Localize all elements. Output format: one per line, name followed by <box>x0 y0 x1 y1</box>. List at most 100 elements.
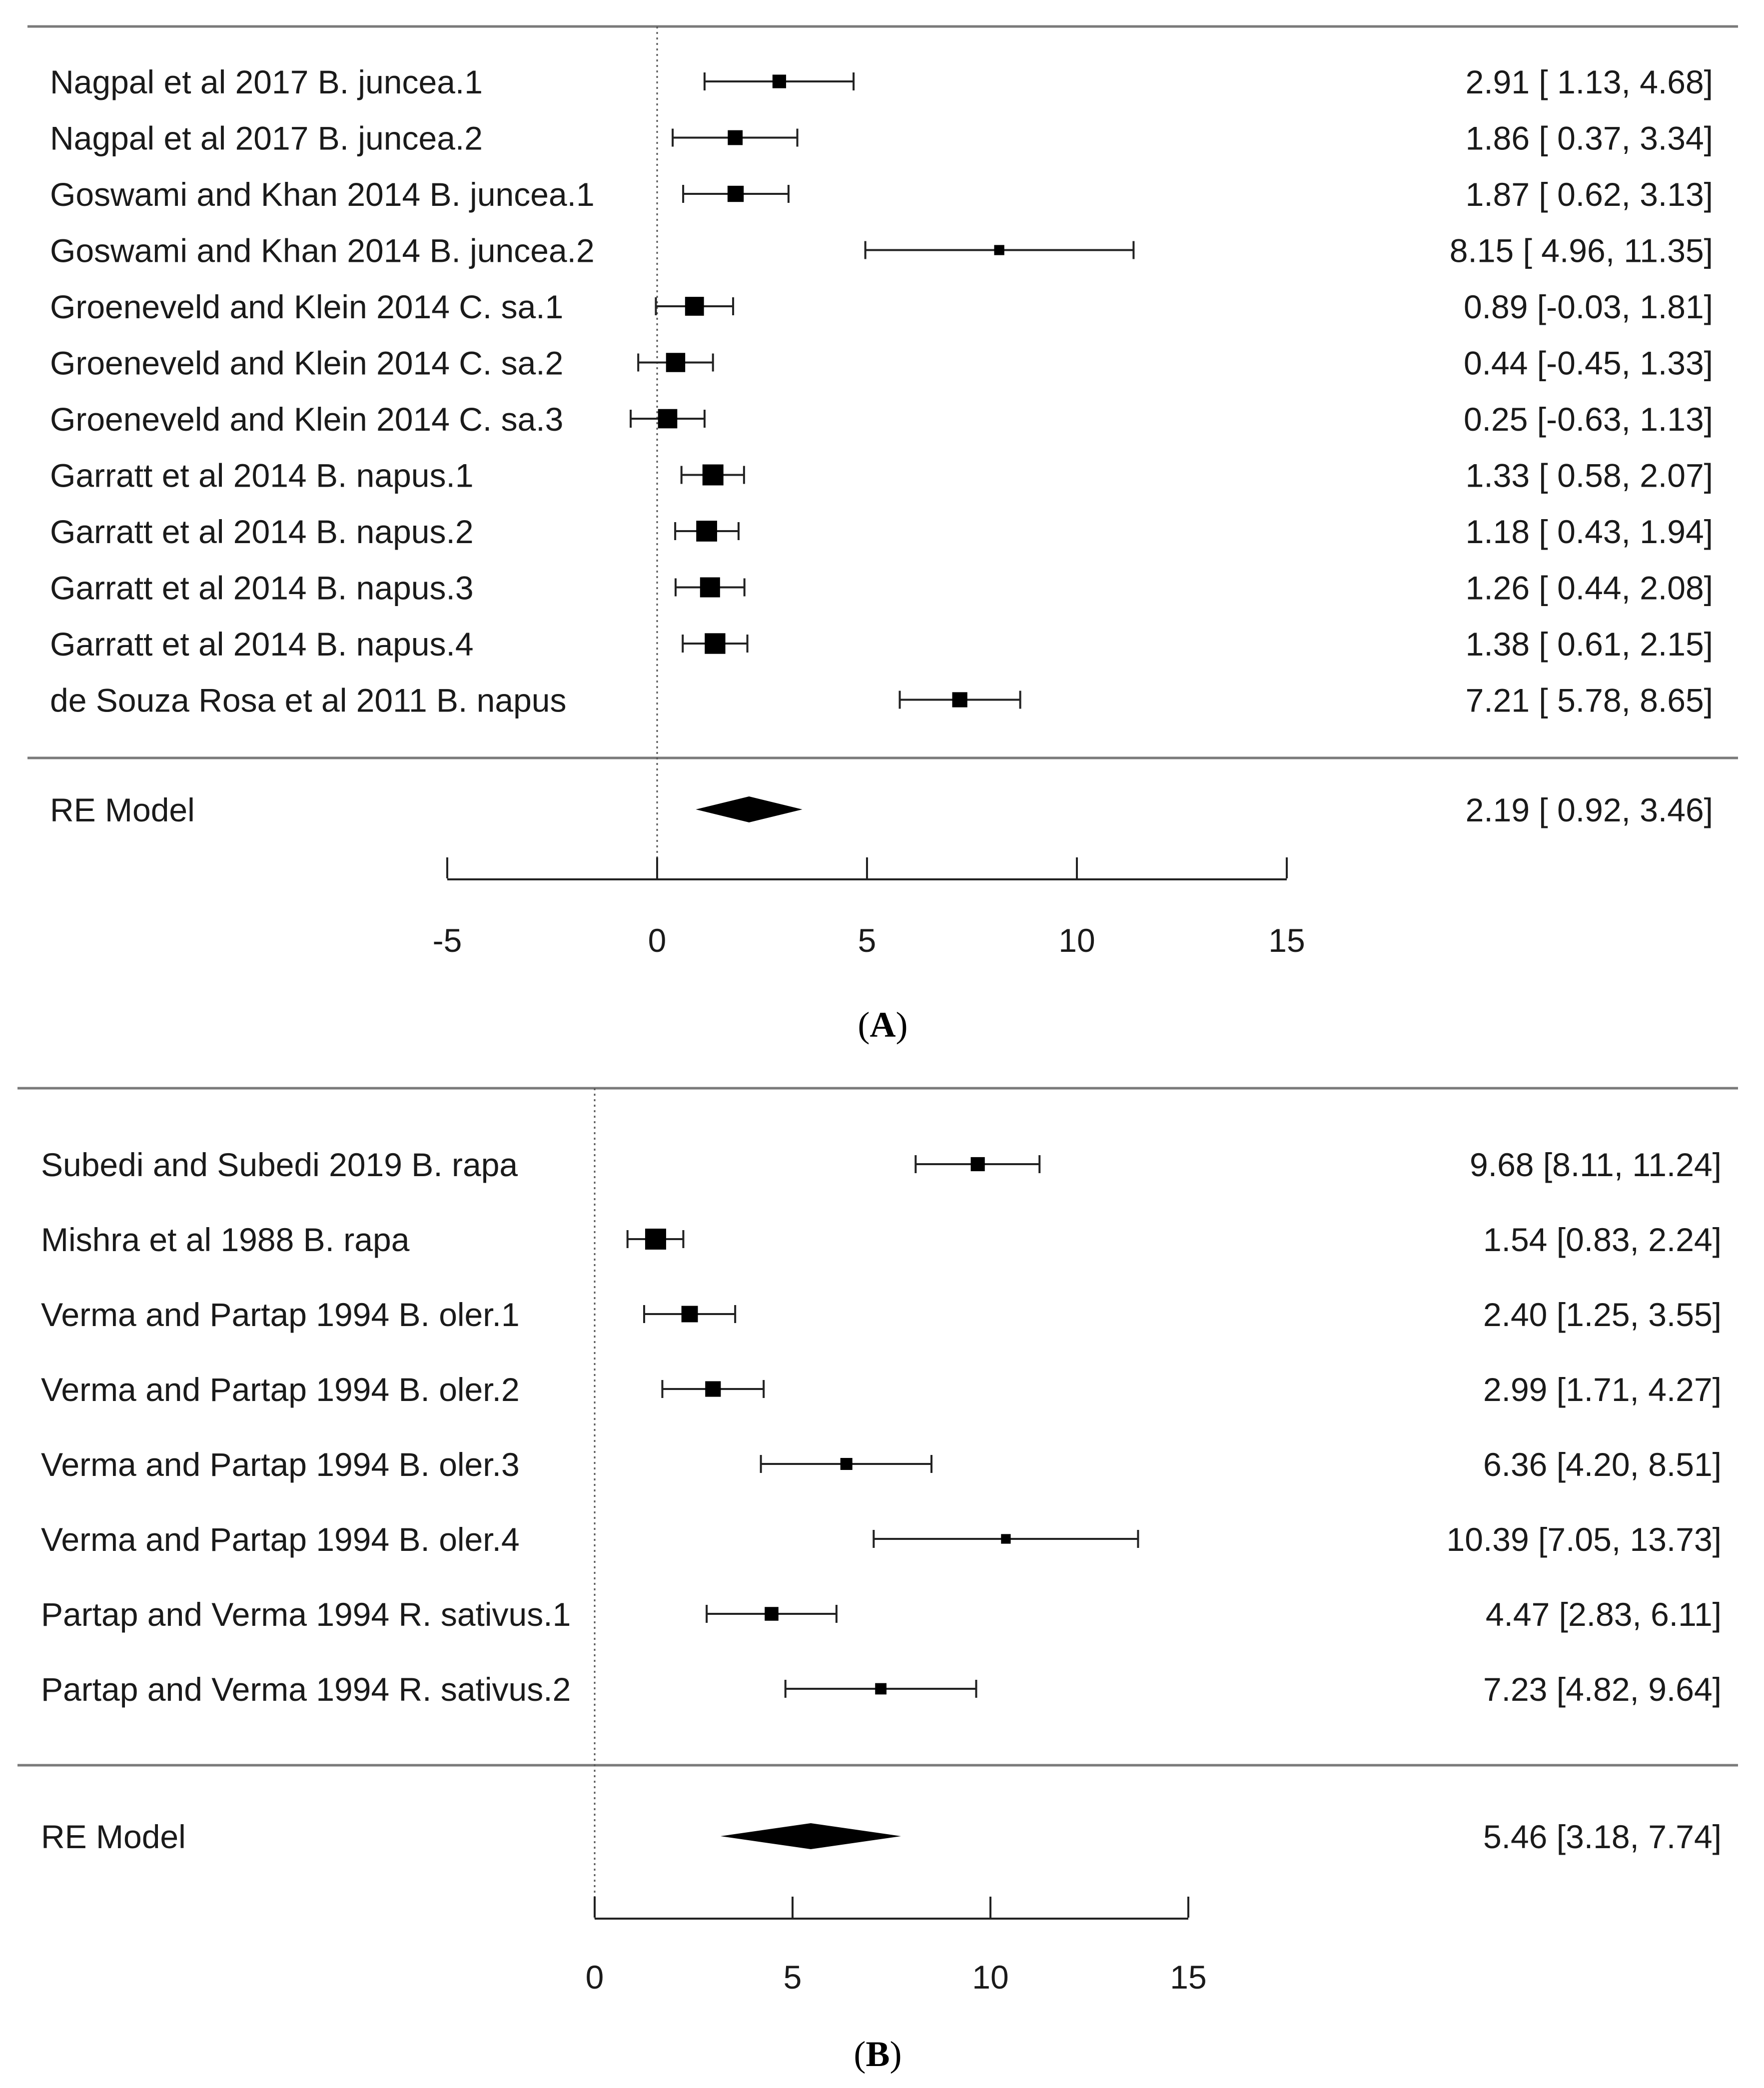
study-row: Nagpal et al 2017 B. juncea.1 2.91 [ 1.13… <box>50 63 1713 100</box>
x-axis-tick-label: 15 <box>1170 1959 1206 1996</box>
summary-row: RE Model 5.46 [3.18, 7.74] <box>41 1818 1722 1855</box>
x-axis-tick-label: -5 <box>433 922 462 959</box>
panel-caption-open: ( <box>858 1005 870 1045</box>
effect-size-marker <box>658 409 678 429</box>
summary-row: RE Model 2.19 [ 0.92, 3.46] <box>50 791 1713 828</box>
study-row: Garratt et al 2014 B. napus.2 1.18 [ 0.43… <box>50 513 1713 550</box>
effect-size-marker <box>727 185 744 202</box>
x-axis-tick-label: 5 <box>784 1959 802 1996</box>
panel-caption: (B) <box>854 2034 902 2074</box>
study-estimate-ci-text: 10.39 [7.05, 13.73] <box>1447 1521 1722 1558</box>
study-label: Partap and Verma 1994 R. sativus.1 <box>41 1596 571 1633</box>
study-row: Partap and Verma 1994 R. sativus.1 4.47 [… <box>41 1596 1722 1633</box>
study-row: Goswami and Khan 2014 B. juncea.2 8.15 [ … <box>50 232 1713 269</box>
study-estimate-ci-text: 1.26 [ 0.44, 2.08] <box>1466 570 1713 607</box>
study-row: Nagpal et al 2017 B. juncea.2 1.86 [ 0.37… <box>50 120 1713 157</box>
study-label: Garratt et al 2014 B. napus.3 <box>50 570 474 607</box>
effect-size-marker <box>728 130 743 145</box>
study-row: Mishra et al 1988 B. rapa 1.54 [0.83, 2.2… <box>41 1221 1722 1258</box>
summary-label: RE Model <box>50 791 195 828</box>
study-label: Nagpal et al 2017 B. juncea.1 <box>50 63 483 100</box>
x-axis-tick-label: 0 <box>648 922 667 959</box>
study-row: Verma and Partap 1994 B. oler.2 2.99 [1.7… <box>41 1371 1722 1408</box>
study-label: Groeneveld and Klein 2014 C. sa.1 <box>50 288 563 325</box>
effect-size-marker <box>685 297 704 316</box>
study-label: Mishra et al 1988 B. rapa <box>41 1221 410 1258</box>
study-label: Verma and Partap 1994 B. oler.1 <box>41 1296 520 1333</box>
study-estimate-ci-text: 7.23 [4.82, 9.64] <box>1483 1671 1722 1708</box>
study-row: Verma and Partap 1994 B. oler.4 10.39 [7.… <box>41 1521 1722 1558</box>
effect-size-marker <box>840 1457 853 1470</box>
effect-size-marker <box>970 1157 985 1172</box>
study-estimate-ci-text: 1.86 [ 0.37, 3.34] <box>1466 120 1713 157</box>
panel-caption-open: ( <box>854 2034 866 2074</box>
study-estimate-ci-text: 6.36 [4.20, 8.51] <box>1483 1446 1722 1483</box>
study-row: Garratt et al 2014 B. napus.1 1.33 [ 0.58… <box>50 457 1713 494</box>
x-axis: -5 0 5 10 15 <box>433 857 1305 959</box>
effect-size-marker <box>681 1306 698 1323</box>
study-label: Goswami and Khan 2014 B. juncea.1 <box>50 176 595 213</box>
x-axis-tick-label: 10 <box>1058 922 1095 959</box>
study-estimate-ci-text: 1.87 [ 0.62, 3.13] <box>1466 176 1713 213</box>
study-row: Verma and Partap 1994 B. oler.1 2.40 [1.2… <box>41 1296 1722 1333</box>
x-axis-tick-label: 0 <box>586 1959 604 1996</box>
study-row: de Souza Rosa et al 2011 B. napus 7.21 [ … <box>50 682 1713 719</box>
study-label: Garratt et al 2014 B. napus.1 <box>50 457 474 494</box>
study-row: Garratt et al 2014 B. napus.3 1.26 [ 0.44… <box>50 570 1713 607</box>
panel-caption-letter: A <box>870 1005 896 1045</box>
summary-estimate-ci-text: 5.46 [3.18, 7.74] <box>1483 1818 1722 1855</box>
study-estimate-ci-text: 1.18 [ 0.43, 1.94] <box>1466 513 1713 550</box>
x-axis-tick-label: 15 <box>1268 922 1305 959</box>
study-estimate-ci-text: 2.40 [1.25, 3.55] <box>1483 1296 1722 1333</box>
panel-caption-letter: B <box>866 2034 889 2074</box>
study-estimate-ci-text: 2.99 [1.71, 4.27] <box>1483 1371 1722 1408</box>
study-estimate-ci-text: 7.21 [ 5.78, 8.65] <box>1466 682 1713 719</box>
effect-size-marker <box>772 74 787 88</box>
effect-size-marker <box>645 1229 666 1250</box>
study-row: Subedi and Subedi 2019 B. rapa 9.68 [8.11… <box>41 1146 1722 1183</box>
study-estimate-ci-text: 8.15 [ 4.96, 11.35] <box>1450 232 1713 269</box>
study-estimate-ci-text: 0.25 [-0.63, 1.13] <box>1464 401 1713 438</box>
study-label: Verma and Partap 1994 B. oler.2 <box>41 1371 520 1408</box>
panel-caption-close: ) <box>890 2034 902 2074</box>
study-row: Groeneveld and Klein 2014 C. sa.1 0.89 [-… <box>50 288 1713 325</box>
study-label: Garratt et al 2014 B. napus.4 <box>50 626 474 663</box>
study-row: Groeneveld and Klein 2014 C. sa.3 0.25 [-… <box>50 401 1713 438</box>
study-estimate-ci-text: 2.91 [ 1.13, 4.68] <box>1466 63 1713 100</box>
x-axis-tick-label: 5 <box>858 922 877 959</box>
study-label: Groeneveld and Klein 2014 C. sa.2 <box>50 345 563 382</box>
effect-size-marker <box>705 633 726 654</box>
study-label: Partap and Verma 1994 R. sativus.2 <box>41 1671 571 1708</box>
summary-label: RE Model <box>41 1818 186 1855</box>
effect-size-marker <box>696 521 717 542</box>
study-row: Groeneveld and Klein 2014 C. sa.2 0.44 [-… <box>50 345 1713 382</box>
effect-size-marker <box>1001 1534 1011 1544</box>
summary-diamond <box>696 796 803 822</box>
summary-diamond <box>720 1823 901 1849</box>
study-label: de Souza Rosa et al 2011 B. napus <box>50 682 567 719</box>
study-estimate-ci-text: 9.68 [8.11, 11.24] <box>1470 1146 1722 1183</box>
effect-size-marker <box>705 1381 721 1397</box>
panel-caption: (A) <box>858 1005 908 1045</box>
study-estimate-ci-text: 0.89 [-0.03, 1.81] <box>1464 288 1713 325</box>
effect-size-marker <box>952 692 967 707</box>
study-estimate-ci-text: 0.44 [-0.45, 1.33] <box>1464 345 1713 382</box>
effect-size-marker <box>702 464 724 486</box>
study-label: Goswami and Khan 2014 B. juncea.2 <box>50 232 595 269</box>
x-axis-tick-label: 10 <box>972 1959 1008 1996</box>
x-axis: 0 5 10 15 <box>586 1897 1207 1996</box>
study-label: Verma and Partap 1994 B. oler.3 <box>41 1446 520 1483</box>
study-label: Garratt et al 2014 B. napus.2 <box>50 513 474 550</box>
study-row: Goswami and Khan 2014 B. juncea.1 1.87 [ … <box>50 176 1713 213</box>
effect-size-marker <box>666 353 686 372</box>
study-estimate-ci-text: 1.54 [0.83, 2.24] <box>1483 1221 1722 1258</box>
study-label: Verma and Partap 1994 B. oler.4 <box>41 1521 520 1558</box>
effect-size-marker <box>875 1683 886 1695</box>
effect-size-marker <box>765 1607 779 1621</box>
study-estimate-ci-text: 4.47 [2.83, 6.11] <box>1486 1596 1722 1633</box>
study-estimate-ci-text: 1.33 [ 0.58, 2.07] <box>1466 457 1713 494</box>
effect-size-marker <box>994 245 1004 255</box>
study-row: Garratt et al 2014 B. napus.4 1.38 [ 0.61… <box>50 626 1713 663</box>
panel-caption-close: ) <box>896 1005 908 1045</box>
